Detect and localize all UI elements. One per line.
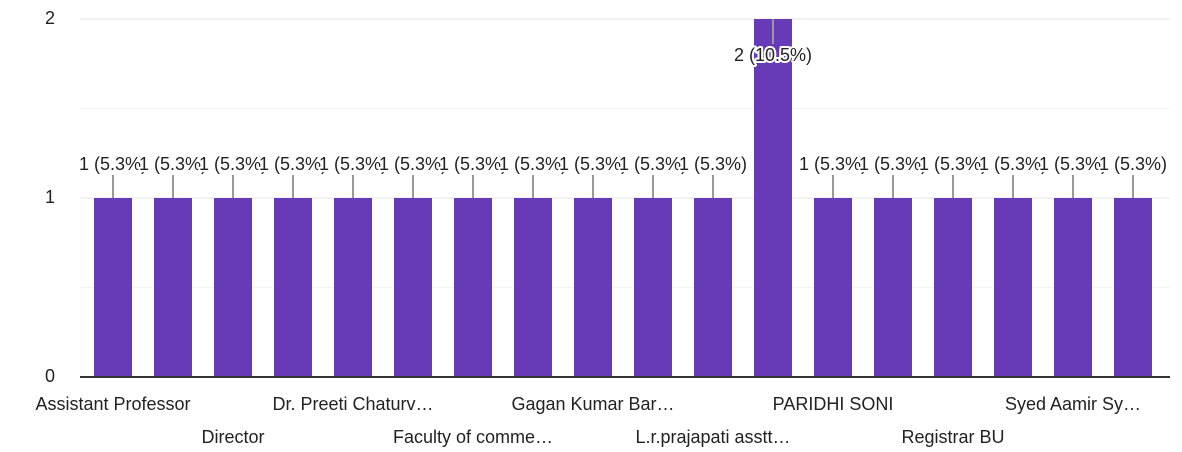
bar [934,198,972,377]
value-label: 1 (5.3%) [1099,154,1167,174]
y-tick-label: 1 [45,187,55,207]
y-tick-label: 0 [45,366,55,386]
bar [694,198,732,377]
value-label: 1 (5.3%) [679,154,747,174]
bar [394,198,432,377]
bar [334,198,372,377]
value-label: 1 (5.3%) [379,154,447,174]
value-label: 1 (5.3%) [259,154,327,174]
value-label: 1 (5.3%) [979,154,1047,174]
value-label: 1 (5.3%) [619,154,687,174]
value-label: 1 (5.3%) [319,154,387,174]
value-label: 1 (5.3%) [559,154,627,174]
x-tick-label: Registrar BU [901,427,1004,447]
bar [1114,198,1152,377]
value-label: 1 (5.3%) [79,154,147,174]
x-tick-label: Assistant Professor [35,394,190,414]
x-tick-label: Gagan Kumar Bar… [511,394,674,414]
value-label: 1 (5.3%) [439,154,507,174]
bar [514,198,552,377]
value-label: 1 (5.3%) [859,154,927,174]
value-label: 1 (5.3%) [499,154,567,174]
value-label: 1 (5.3%) [139,154,207,174]
bar [154,198,192,377]
x-tick-label: Syed Aamir Sy… [1005,394,1141,414]
bar [634,198,672,377]
value-label: 2 (10.5%) [734,45,812,65]
x-tick-label: Faculty of comme… [393,427,553,447]
bar [454,198,492,377]
x-tick-label: PARIDHI SONI [773,394,894,414]
value-label: 1 (5.3%) [919,154,987,174]
x-tick-label: Dr. Preeti Chaturv… [272,394,433,414]
bar [214,198,252,377]
bar [994,198,1032,377]
value-label: 1 (5.3%) [1039,154,1107,174]
bar [874,198,912,377]
bar [274,198,312,377]
bar [754,19,792,377]
bar [1054,198,1092,377]
bar [574,198,612,377]
bar [94,198,132,377]
y-tick-label: 2 [45,8,55,28]
value-label: 1 (5.3%) [199,154,267,174]
x-tick-label: Director [201,427,264,447]
bar [814,198,852,377]
value-label: 1 (5.3%) [799,154,867,174]
x-tick-label: L.r.prajapati asstt… [635,427,790,447]
